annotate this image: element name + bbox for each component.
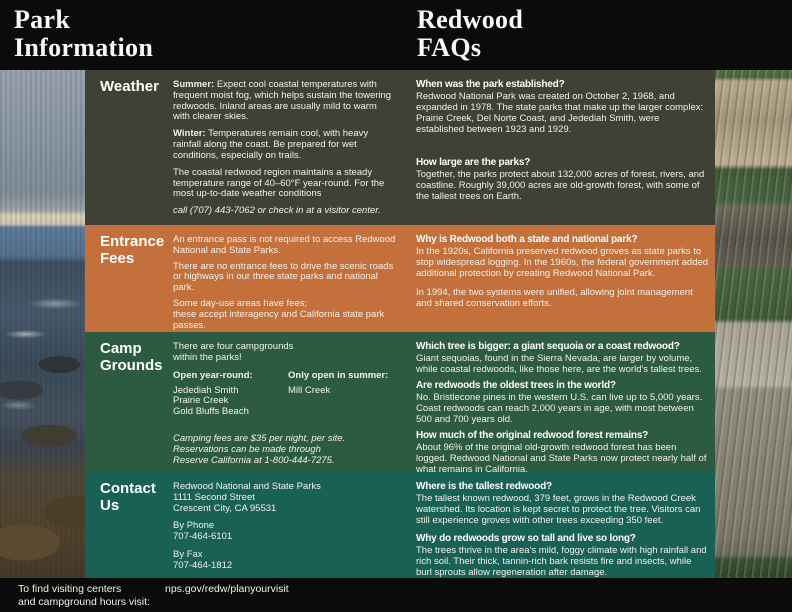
footer-bar: To find visiting centers and campground …	[0, 578, 792, 612]
park-information-title: Park Information	[14, 5, 154, 62]
faq-answer: The tallest known redwood, 379 feet, gro…	[416, 493, 701, 527]
contact-us-section: Contact Us Redwood National and State Pa…	[85, 472, 715, 578]
faq-question: Are redwoods the oldest trees in the wor…	[416, 380, 616, 392]
faq-answer: Redwood National Park was created on Oct…	[416, 91, 704, 136]
faq-answer: In the 1920s, California preserved redwo…	[416, 246, 709, 280]
weather-call-paragraph: call (707) 443-7062 or check in at a vis…	[173, 205, 381, 217]
faq-question: Which tree is bigger: a giant sequoia or…	[416, 341, 680, 352]
weather-section: Weather Summer: Expect cool coastal temp…	[85, 70, 715, 225]
camp-grounds-section-title: Camp Grounds	[100, 340, 163, 374]
camp-fees-note: Camping fees are $35 per night, per site…	[173, 433, 346, 466]
faq-question: Why is Redwood both a state and national…	[416, 234, 638, 245]
fees-paragraph: There are no entrance fees to drive the …	[173, 260, 394, 294]
content-column: Weather Summer: Expect cool coastal temp…	[85, 70, 715, 578]
contact-address: Redwood National and State Parks 1111 Se…	[173, 481, 321, 514]
camp-grounds-faqs: Which tree is bigger: a giant sequoia or…	[408, 332, 715, 475]
contact-fax: By Fax 707-464-1812	[173, 549, 233, 571]
body-row: Weather Summer: Expect cool coastal temp…	[0, 70, 792, 578]
faq-tallest-redwood: Where is the tallest redwood? The talles…	[416, 481, 709, 526]
camp-year-round-list: Jedediah Smith Prairie Creek Gold Bluffs…	[173, 384, 249, 418]
header-bar: Park Information Redwood FAQs	[0, 0, 792, 70]
faq-why-tall: Why do redwoods grow so tall and live so…	[416, 533, 709, 578]
contact-us-section-title: Contact Us	[100, 480, 156, 514]
weather-range-paragraph: The coastal redwood region maintains a s…	[173, 166, 385, 200]
faq-question: How much of the original redwood forest …	[416, 430, 649, 442]
faq-answer: Giant sequoias, found in the Sierra Neva…	[416, 353, 702, 376]
faq-question: How large are the parks?	[416, 157, 531, 169]
faq-park-size: How large are the parks? Together, the p…	[416, 157, 709, 202]
camp-grounds-section: Camp Grounds There are four campgrounds …	[85, 332, 715, 475]
faq-answer: No. Bristlecone pines in the western U.S…	[416, 392, 703, 426]
faq-answer: The trees thrive in the area's mild, fog…	[416, 545, 707, 579]
camp-summer-label: Only open in summer:	[288, 369, 389, 381]
faq-established: When was the park established? Redwood N…	[416, 79, 709, 135]
entrance-fees-faqs: Why is Redwood both a state and national…	[408, 225, 715, 332]
weather-winter-paragraph: Winter: Temperatures remain cool, with h…	[173, 128, 369, 161]
faq-question: Why do redwoods grow so tall and live so…	[416, 533, 636, 545]
camp-intro: There are four campgrounds within the pa…	[173, 341, 294, 363]
faq-question: Where is the tallest redwood?	[416, 481, 552, 492]
camp-columns: Open year-round: Jedediah Smith Prairie …	[173, 370, 396, 424]
footer-label: To find visiting centers and campground …	[18, 583, 150, 609]
faq-bigger-tree: Which tree is bigger: a giant sequoia or…	[416, 341, 709, 375]
entrance-fees-info: An entrance pass is not required to acce…	[173, 225, 408, 332]
faq-oldest-trees: Are redwoods the oldest trees in the wor…	[416, 380, 709, 425]
camp-summer-column: Only open in summer: Mill Creek	[288, 370, 388, 424]
faq-forest-remains: How much of the original redwood forest …	[416, 430, 709, 475]
redwood-faqs-title: Redwood FAQs	[417, 5, 524, 62]
fees-paragraph: An entrance pass is not required to acce…	[173, 234, 396, 256]
faq-answer: In 1994, the two systems were unified, a…	[416, 287, 693, 310]
camp-year-round-label: Open year-round:	[173, 369, 253, 381]
footer-url: nps.gov/redw/planyourvisit	[165, 583, 289, 595]
faq-answer: Together, the parks protect about 132,00…	[416, 169, 705, 203]
weather-section-title: Weather	[100, 78, 159, 95]
weather-summer-paragraph: Summer: Expect cool coastal temperatures…	[173, 79, 392, 123]
camp-grounds-info: There are four campgrounds within the pa…	[173, 332, 408, 472]
contact-info: Redwood National and State Parks 1111 Se…	[173, 472, 408, 578]
faq-question: When was the park established?	[416, 79, 565, 90]
faq-state-and-national: Why is Redwood both a state and national…	[416, 234, 709, 309]
redwood-log-photo	[715, 70, 792, 578]
coastline-photo	[0, 70, 85, 578]
weather-info: Summer: Expect cool coastal temperatures…	[173, 70, 408, 225]
fees-paragraph: Some day-use areas have fees; these acce…	[173, 298, 385, 331]
contact-phone: By Phone 707-464-6101	[173, 520, 233, 543]
entrance-fees-section-title: Entrance Fees	[100, 233, 165, 267]
entrance-fees-section: Entrance Fees An entrance pass is not re…	[85, 225, 715, 332]
camp-year-round-column: Open year-round: Jedediah Smith Prairie …	[173, 370, 288, 424]
faq-answer: About 96% of the original old-growth red…	[416, 442, 707, 476]
camp-summer-list: Mill Creek	[288, 384, 331, 396]
weather-faqs: When was the park established? Redwood N…	[408, 70, 715, 225]
contact-faqs: Where is the tallest redwood? The talles…	[408, 472, 715, 578]
